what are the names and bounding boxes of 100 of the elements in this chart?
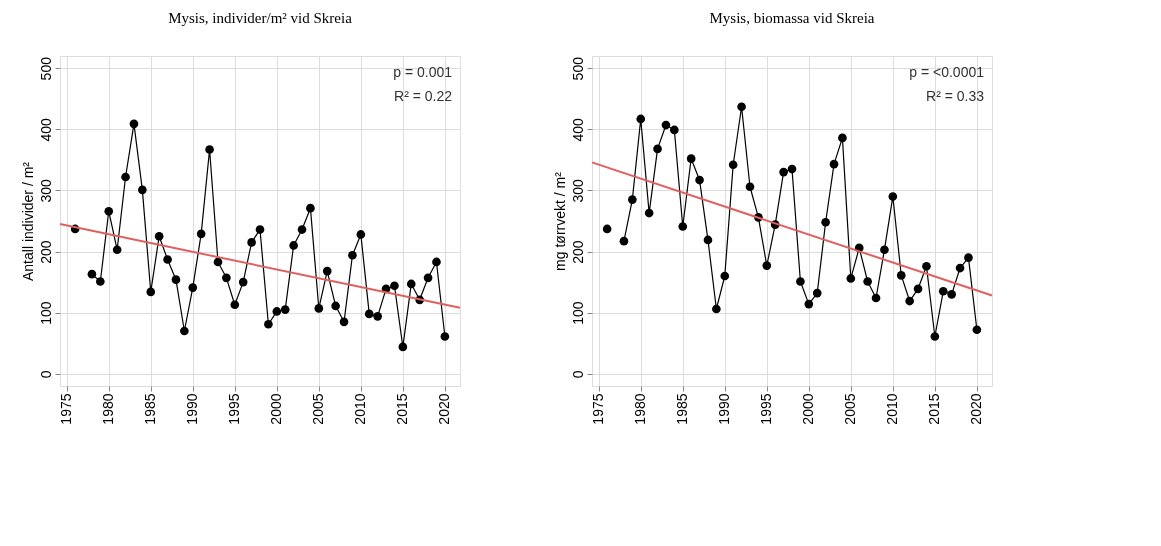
point <box>728 160 738 170</box>
x-tick-label: 2010 <box>884 393 901 425</box>
point <box>703 235 713 245</box>
point <box>138 185 147 195</box>
point <box>644 208 654 218</box>
point <box>306 203 315 213</box>
point <box>238 277 248 287</box>
x-tick-label: 1990 <box>184 393 201 425</box>
point <box>322 266 332 276</box>
point <box>196 229 206 239</box>
point <box>896 271 906 280</box>
point <box>602 224 612 234</box>
point <box>880 245 889 255</box>
point <box>264 319 273 329</box>
x-tick-label: 2005 <box>310 393 327 425</box>
x-tick-label: 1985 <box>142 393 159 425</box>
point <box>398 342 408 352</box>
x-tick-label: 1975 <box>590 393 607 425</box>
point <box>163 255 172 264</box>
x-tick-label: 1995 <box>226 393 243 425</box>
point <box>762 261 772 270</box>
point <box>129 119 139 129</box>
point <box>314 304 324 313</box>
y-tick-label: 100 <box>569 301 586 325</box>
x-tick-label: 2000 <box>800 393 817 425</box>
y-axis-title: Antall individer / m² <box>19 161 36 282</box>
point <box>955 263 965 273</box>
point <box>213 257 223 267</box>
y-tick-label: 500 <box>37 56 54 81</box>
y-tick-label: 500 <box>569 56 586 81</box>
point <box>180 326 189 336</box>
chart-title: Mysis, biomassa vid Skreia <box>709 10 875 26</box>
point <box>863 277 872 286</box>
point <box>745 182 755 192</box>
y-tick-label: 200 <box>569 240 586 264</box>
x-tick-label: 2020 <box>436 393 453 425</box>
point <box>720 271 730 281</box>
x-tick-label: 1990 <box>716 393 733 425</box>
x-tick-label: 2015 <box>926 393 943 425</box>
point <box>112 245 122 255</box>
point <box>154 231 164 241</box>
point <box>796 277 805 286</box>
x-tick-label: 1985 <box>674 393 691 425</box>
point <box>779 167 788 177</box>
point <box>373 312 382 321</box>
x-tick-label: 2020 <box>968 393 985 425</box>
point <box>938 286 948 296</box>
x-tick-label: 1975 <box>58 393 75 425</box>
chart-title: Mysis, individer/m² vid Skreia <box>168 10 353 26</box>
point <box>905 296 914 306</box>
y-tick-label: 0 <box>569 370 586 379</box>
y-tick-label: 100 <box>37 301 54 325</box>
point <box>913 284 923 294</box>
point <box>247 238 256 247</box>
point <box>146 287 156 297</box>
point <box>356 230 366 239</box>
point <box>339 317 349 327</box>
point <box>695 175 704 185</box>
point <box>829 159 839 169</box>
y-tick-label: 400 <box>569 117 586 142</box>
point <box>406 279 416 289</box>
point <box>96 277 105 286</box>
x-tick-label: 1980 <box>632 393 649 425</box>
point <box>737 102 746 112</box>
point <box>121 172 130 182</box>
point <box>280 305 290 314</box>
point <box>104 206 114 216</box>
point <box>838 133 847 143</box>
annotation: p = 0.001 <box>393 64 453 80</box>
point <box>922 261 931 271</box>
y-tick-label: 300 <box>37 179 54 203</box>
annotation: R² = 0.22 <box>394 88 453 104</box>
point <box>619 236 629 246</box>
point <box>255 225 265 234</box>
y-tick-label: 300 <box>569 179 586 203</box>
point <box>230 300 240 310</box>
y-axis-title: mg tørrvekt / m² <box>551 171 568 271</box>
annotation: R² = 0.33 <box>926 88 985 104</box>
point <box>670 125 679 135</box>
point <box>87 269 97 279</box>
x-tick-label: 1995 <box>758 393 775 425</box>
point <box>653 144 662 154</box>
x-tick-label: 1980 <box>100 393 117 425</box>
point <box>440 332 450 341</box>
point <box>205 145 214 154</box>
point <box>432 257 441 267</box>
point <box>348 250 357 260</box>
point <box>888 192 898 201</box>
point <box>188 283 198 292</box>
point <box>947 290 956 299</box>
annotation: p = <0.0001 <box>909 64 985 80</box>
point <box>812 288 822 298</box>
x-tick-label: 2010 <box>352 393 369 425</box>
point <box>289 241 298 250</box>
x-tick-label: 2005 <box>842 393 859 425</box>
point <box>364 309 374 319</box>
x-tick-label: 2015 <box>394 393 411 425</box>
x-tick-label: 2000 <box>268 393 285 425</box>
point <box>972 325 982 335</box>
point <box>712 304 721 314</box>
